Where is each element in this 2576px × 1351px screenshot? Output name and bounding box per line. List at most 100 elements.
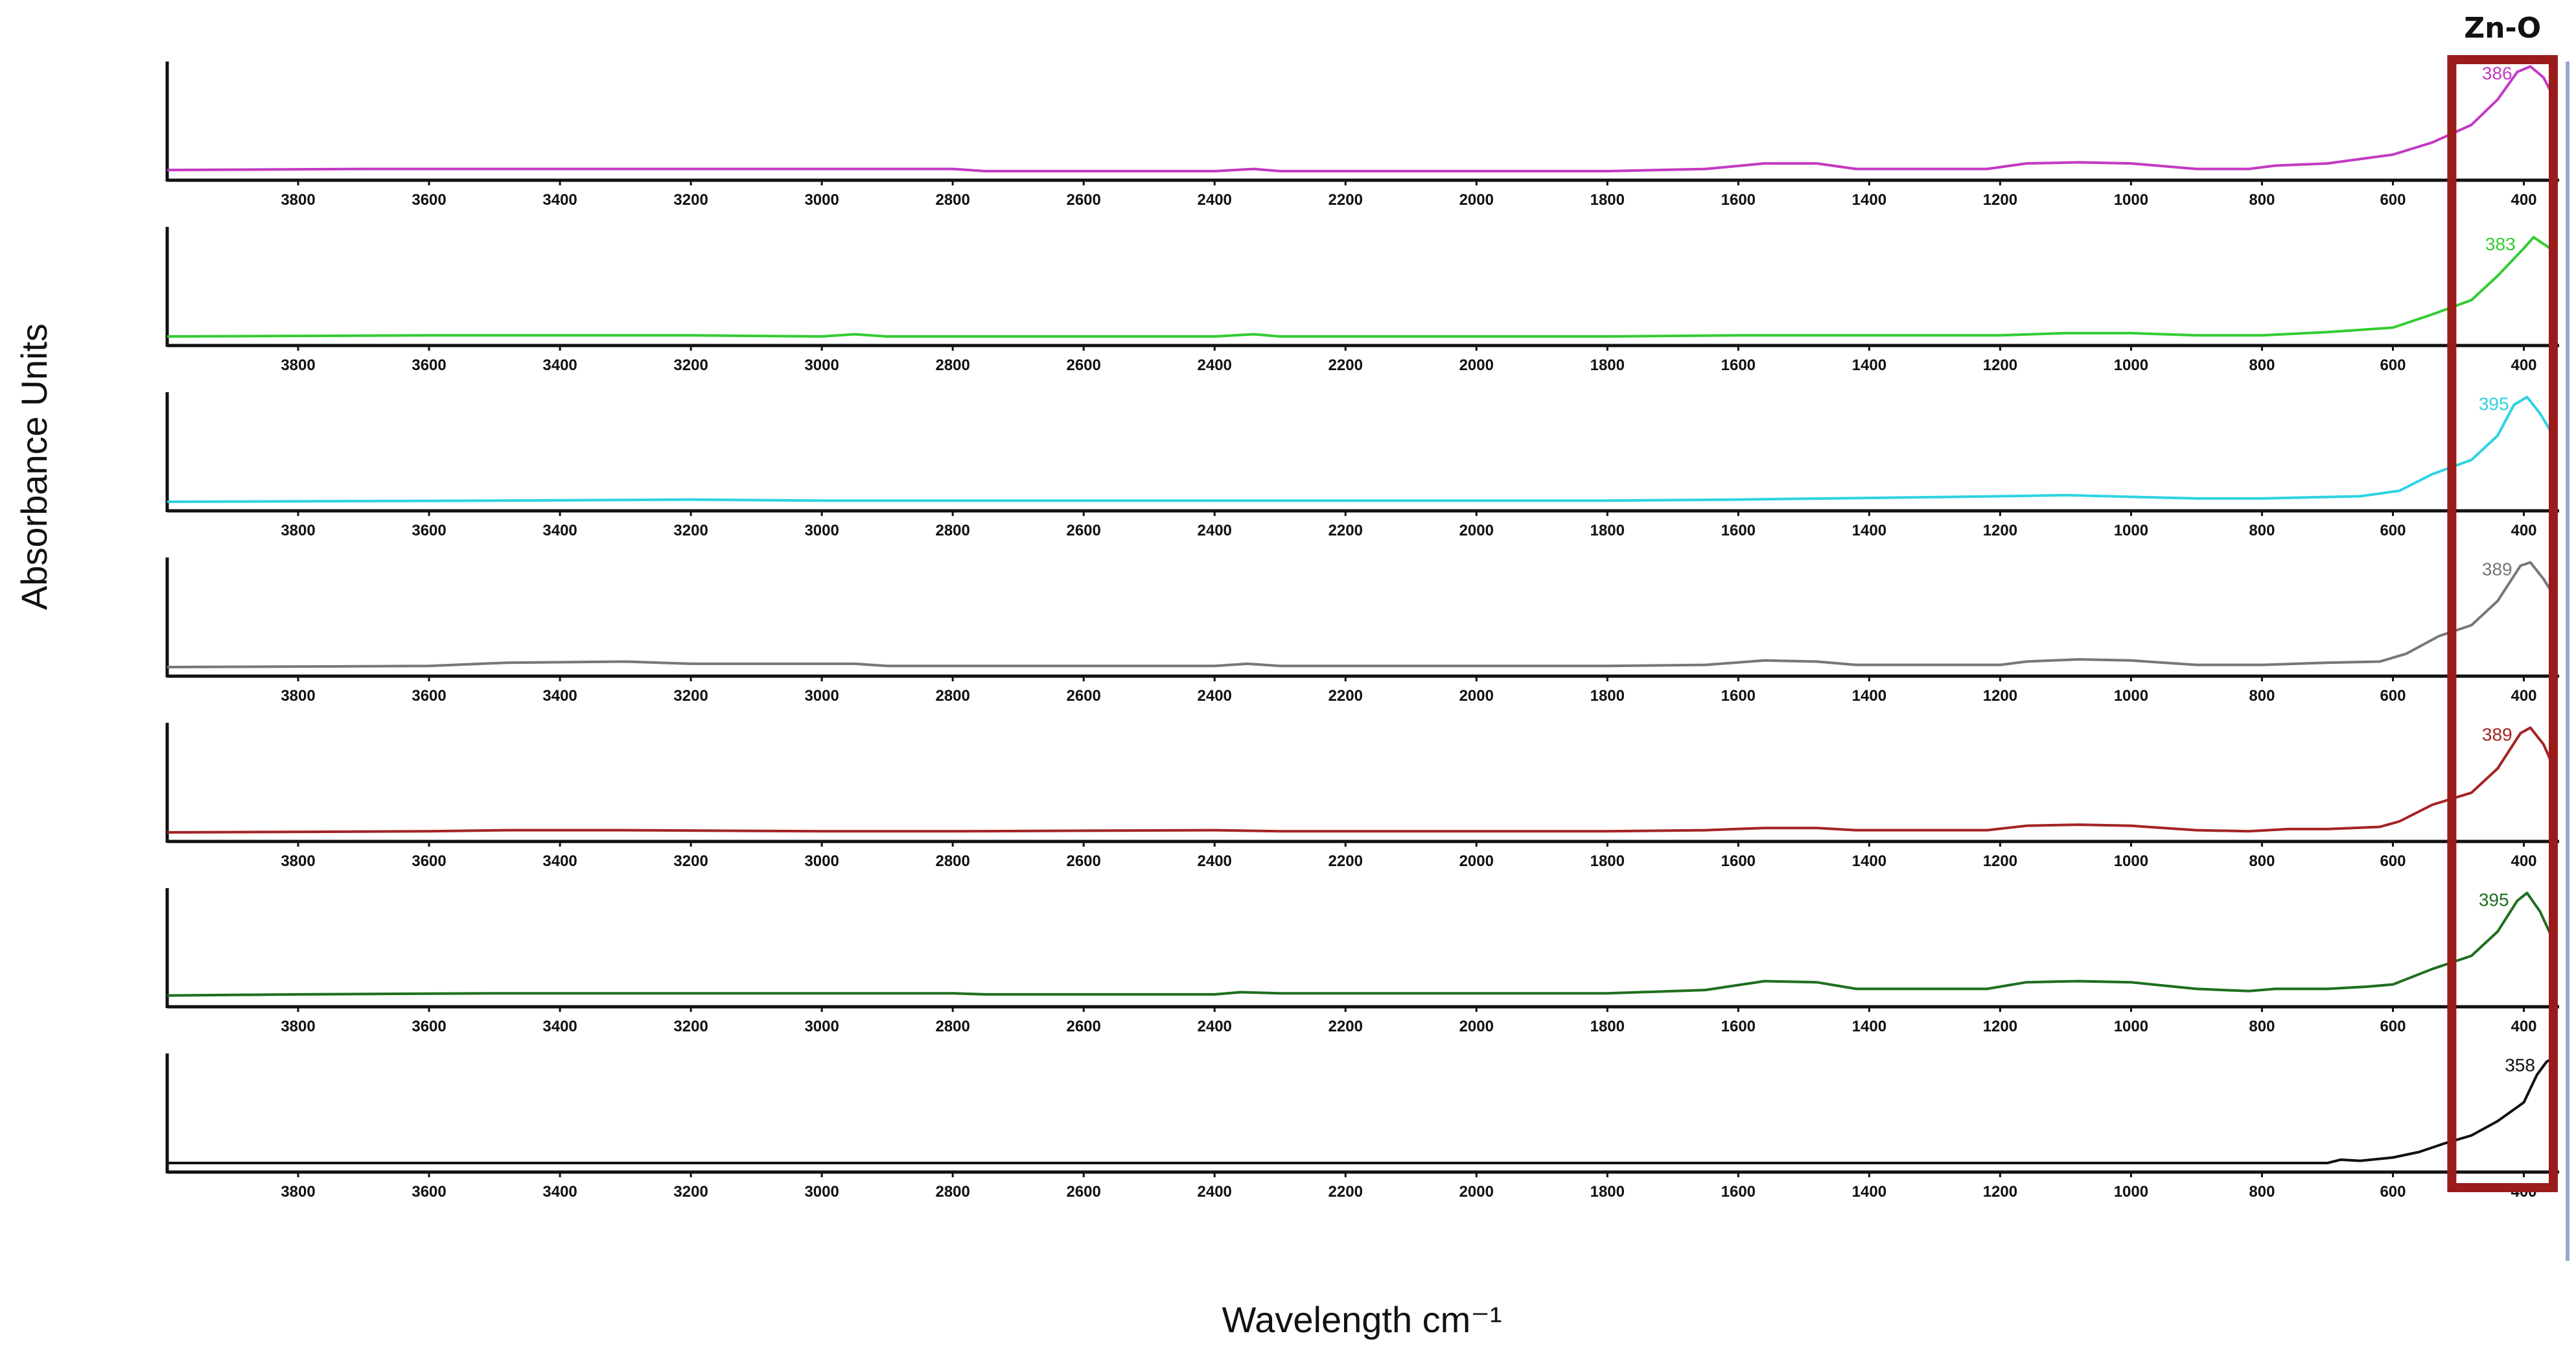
x-tick-label: 1800 (1590, 522, 1625, 539)
x-tick-label: 3400 (542, 191, 577, 209)
x-tick-label: 2000 (1459, 522, 1494, 539)
x-tick-label: 1200 (1983, 687, 2017, 705)
x-tick-label: 3600 (412, 687, 446, 705)
x-tick-label: 2000 (1459, 357, 1494, 374)
x-tick-label: 2000 (1459, 1183, 1494, 1201)
y-axis-title: Absorbance Units (14, 323, 54, 610)
x-tick-label: 3000 (804, 191, 839, 209)
x-tick-label: 1400 (1852, 1018, 1886, 1035)
x-tick-label: 400 (2511, 852, 2536, 870)
x-tick-label: 1600 (1721, 191, 1756, 209)
x-tick-label: 400 (2511, 191, 2536, 209)
x-tick-label: 3800 (281, 191, 315, 209)
x-tick-label: 2200 (1329, 522, 1363, 539)
zn-o-label: Zn-O (2464, 12, 2541, 45)
x-tick-label: 2200 (1329, 852, 1363, 870)
x-tick-label: 2200 (1329, 1183, 1363, 1201)
spectrum-line-4 (167, 561, 2555, 668)
spectrum-line-6 (167, 891, 2555, 997)
x-tick-label: 1800 (1590, 687, 1625, 705)
x-tick-label: 1200 (1983, 852, 2017, 870)
x-tick-label: 2000 (1459, 852, 1494, 870)
x-tick-label: 1400 (1852, 1183, 1886, 1201)
x-tick-label: 1400 (1852, 687, 1886, 705)
x-tick-label: 400 (2511, 522, 2536, 539)
x-tick-label: 1400 (1852, 522, 1886, 539)
x-tick-label: 2200 (1329, 1018, 1363, 1035)
spectrum-panel-6: 3800 3600 3400 3200 3000 2800 2600 2400 2200 2000… (165, 888, 2559, 1035)
x-tick-label: 1400 (1852, 357, 1886, 374)
x-tick-label: 2600 (1066, 852, 1100, 870)
x-tick-label: 2000 (1459, 687, 1494, 705)
x-tick-label: 1600 (1721, 357, 1756, 374)
x-tick-label: 2600 (1066, 357, 1100, 374)
spectrum-line-5 (167, 726, 2555, 834)
x-tick-label: 1400 (1852, 852, 1886, 870)
x-tick-label: 400 (2511, 1018, 2536, 1035)
spectrum-panel-3: 3800 3600 3400 3200 3000 2800 2600 2400 2200 2000… (165, 392, 2559, 539)
x-tick-label: 3200 (673, 687, 708, 705)
x-tick-label: 1200 (1983, 1183, 2017, 1201)
spectrum-line-7 (167, 1057, 2554, 1164)
x-tick-label: 2400 (1198, 687, 1232, 705)
spectrum-line-3 (167, 395, 2555, 503)
x-tick-label: 1000 (2114, 522, 2148, 539)
x-tick-label: 3200 (673, 522, 708, 539)
peak-label-7: 358 (2505, 1055, 2535, 1075)
x-tick-label: 800 (2249, 1183, 2275, 1201)
x-tick-label: 2800 (935, 191, 969, 209)
x-tick-label: 3000 (804, 687, 839, 705)
x-tick-label: 2600 (1066, 1018, 1100, 1035)
x-tick-label: 1600 (1721, 522, 1756, 539)
x-tick-label: 2200 (1329, 687, 1363, 705)
x-axis-title: Wavelength cm⁻¹ (1222, 1299, 1502, 1340)
x-tick-label: 2800 (935, 522, 969, 539)
x-tick-label: 1200 (1983, 357, 2017, 374)
x-tick-label: 3400 (542, 1018, 577, 1035)
x-tick-label: 2400 (1198, 357, 1232, 374)
x-tick-label: 2800 (935, 852, 969, 870)
x-tick-label: 2600 (1066, 687, 1100, 705)
x-tick-label: 2200 (1329, 191, 1363, 209)
x-tick-label: 1000 (2114, 1183, 2148, 1201)
spectrum-panel-5: 3800 3600 3400 3200 3000 2800 2600 2400 2200 2000… (165, 723, 2559, 870)
x-tick-label: 3000 (804, 522, 839, 539)
spectrum-panel-1: 3800 3600 3400 3200 3000 2800 2600 2400 2200 2000… (165, 62, 2559, 209)
x-tick-label: 800 (2249, 1018, 2275, 1035)
x-tick-label: 2000 (1459, 191, 1494, 209)
peak-label-5: 389 (2482, 725, 2512, 745)
x-tick-label: 3600 (412, 1018, 446, 1035)
x-tick-label: 1000 (2114, 357, 2148, 374)
x-tick-label: 2800 (935, 357, 969, 374)
x-tick-label: 3600 (412, 522, 446, 539)
spectrum-panel-4: 3800 3600 3400 3200 3000 2800 2600 2400 2200 2000… (165, 558, 2559, 705)
x-tick-label: 1000 (2114, 687, 2148, 705)
x-tick-label: 3600 (412, 852, 446, 870)
x-tick-label: 2200 (1329, 357, 1363, 374)
x-tick-label: 600 (2380, 522, 2406, 539)
x-tick-label: 3600 (412, 357, 446, 374)
x-tick-label: 600 (2380, 357, 2406, 374)
x-tick-label: 2600 (1066, 191, 1100, 209)
x-tick-label: 1600 (1721, 852, 1756, 870)
x-tick-label: 800 (2249, 852, 2275, 870)
spectrum-panel-2: 3800 3600 3400 3200 3000 2800 2600 2400 2200 2000… (165, 227, 2559, 374)
x-tick-label: 3400 (542, 1183, 577, 1201)
peak-label-3: 395 (2479, 394, 2509, 414)
x-tick-label: 3000 (804, 357, 839, 374)
x-tick-label: 3400 (542, 687, 577, 705)
x-tick-label: 3200 (673, 852, 708, 870)
x-tick-label: 3600 (412, 191, 446, 209)
x-tick-label: 1200 (1983, 522, 2017, 539)
x-tick-label: 2600 (1066, 1183, 1100, 1201)
x-tick-label: 3800 (281, 357, 315, 374)
peak-label-6: 395 (2479, 890, 2509, 910)
x-tick-label: 600 (2380, 687, 2406, 705)
x-tick-label: 800 (2249, 191, 2275, 209)
x-tick-label: 3800 (281, 852, 315, 870)
x-tick-label: 400 (2511, 357, 2536, 374)
peak-label-2: 383 (2485, 234, 2516, 254)
peak-label-1: 386 (2482, 64, 2512, 84)
x-tick-label: 1800 (1590, 357, 1625, 374)
